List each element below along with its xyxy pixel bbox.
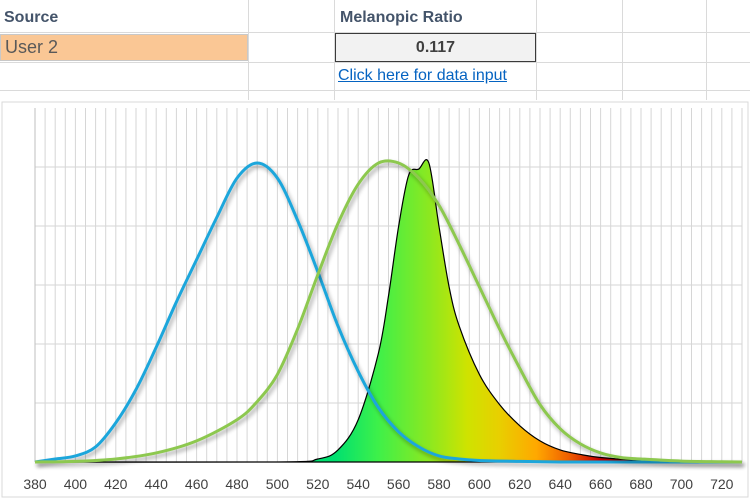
sensitivity-curve xyxy=(34,159,743,464)
x-tick-label: 380 xyxy=(23,476,47,492)
x-tick-label: 620 xyxy=(508,476,532,492)
x-tick-label: 520 xyxy=(306,476,330,492)
x-tick-label: 460 xyxy=(185,476,209,492)
grid-line xyxy=(706,0,707,100)
x-axis-ticks: 380 400 420 440 460 480 500 520 540 560 580 600 620 6… xyxy=(23,476,733,492)
x-tick-label: 440 xyxy=(145,476,169,492)
x-tick-label: 500 xyxy=(266,476,290,492)
grid-line xyxy=(0,90,750,91)
x-tick-label: 420 xyxy=(104,476,128,492)
x-tick-label: 400 xyxy=(64,476,88,492)
x-tick-label: 600 xyxy=(468,476,492,492)
source-cell[interactable]: User 2 xyxy=(0,34,248,61)
source-header: Source xyxy=(4,9,59,26)
melanopic-ratio-cell[interactable]: 0.117 xyxy=(335,33,536,62)
spectrum-chart: 380 400 420 440 460 480 500 520 540 560 580 600 620 6… xyxy=(1,101,749,498)
x-tick-label: 700 xyxy=(670,476,694,492)
grid-line xyxy=(334,0,335,100)
grid-line xyxy=(622,0,623,100)
spreadsheet-area: Source Melanopic Ratio User 2 0.117 Clic… xyxy=(0,0,750,100)
x-tick-label: 560 xyxy=(387,476,411,492)
grid-line xyxy=(248,0,249,100)
data-input-link[interactable]: Click here for data input xyxy=(338,67,507,84)
chart-series xyxy=(34,159,743,464)
x-tick-label: 720 xyxy=(710,476,734,492)
grid-line xyxy=(0,62,750,63)
sensitivity-curve xyxy=(34,161,742,464)
spectrum-fill xyxy=(34,159,743,463)
x-tick-label: 540 xyxy=(347,476,371,492)
x-tick-label: 640 xyxy=(549,476,573,492)
x-tick-label: 480 xyxy=(225,476,249,492)
grid-line xyxy=(0,32,750,33)
x-tick-label: 680 xyxy=(629,476,653,492)
grid-line xyxy=(536,0,537,100)
melanopic-ratio-header: Melanopic Ratio xyxy=(340,9,463,26)
x-tick-label: 660 xyxy=(589,476,613,492)
x-tick-label: 580 xyxy=(427,476,451,492)
